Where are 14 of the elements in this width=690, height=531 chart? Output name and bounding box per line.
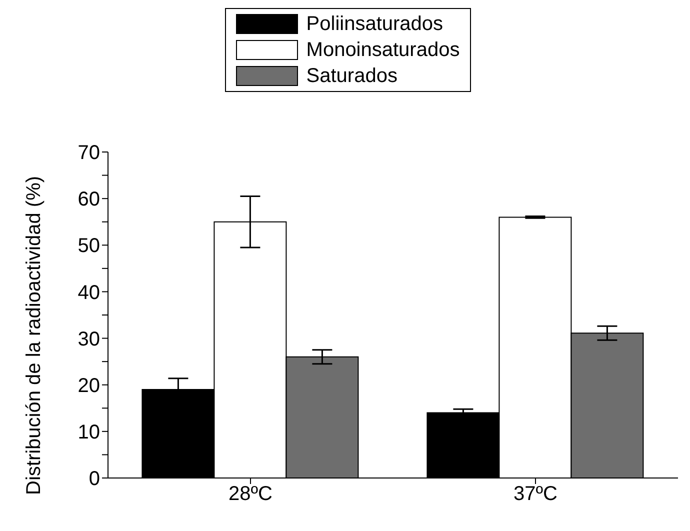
y-tick-label: 50 (78, 235, 100, 258)
y-tick-label: 40 (78, 282, 100, 304)
y-tick-label: 0 (88, 468, 100, 490)
y-tick-label: 10 (78, 422, 100, 444)
y-axis-title: Distribución de la radioactividad (%) (23, 176, 46, 495)
y-tick-label: 70 (78, 142, 100, 164)
x-tick-label: 37ºC (514, 483, 558, 506)
legend-label: Monoinsaturados (306, 38, 460, 62)
legend-label: Poliinsaturados (306, 12, 444, 36)
y-tick-label: 60 (78, 188, 100, 211)
y-tick-label: 20 (78, 374, 100, 397)
y-tick-label: 30 (78, 328, 100, 350)
x-tick-label: 28ºC (228, 483, 272, 506)
legend-label: Saturados (306, 64, 398, 88)
